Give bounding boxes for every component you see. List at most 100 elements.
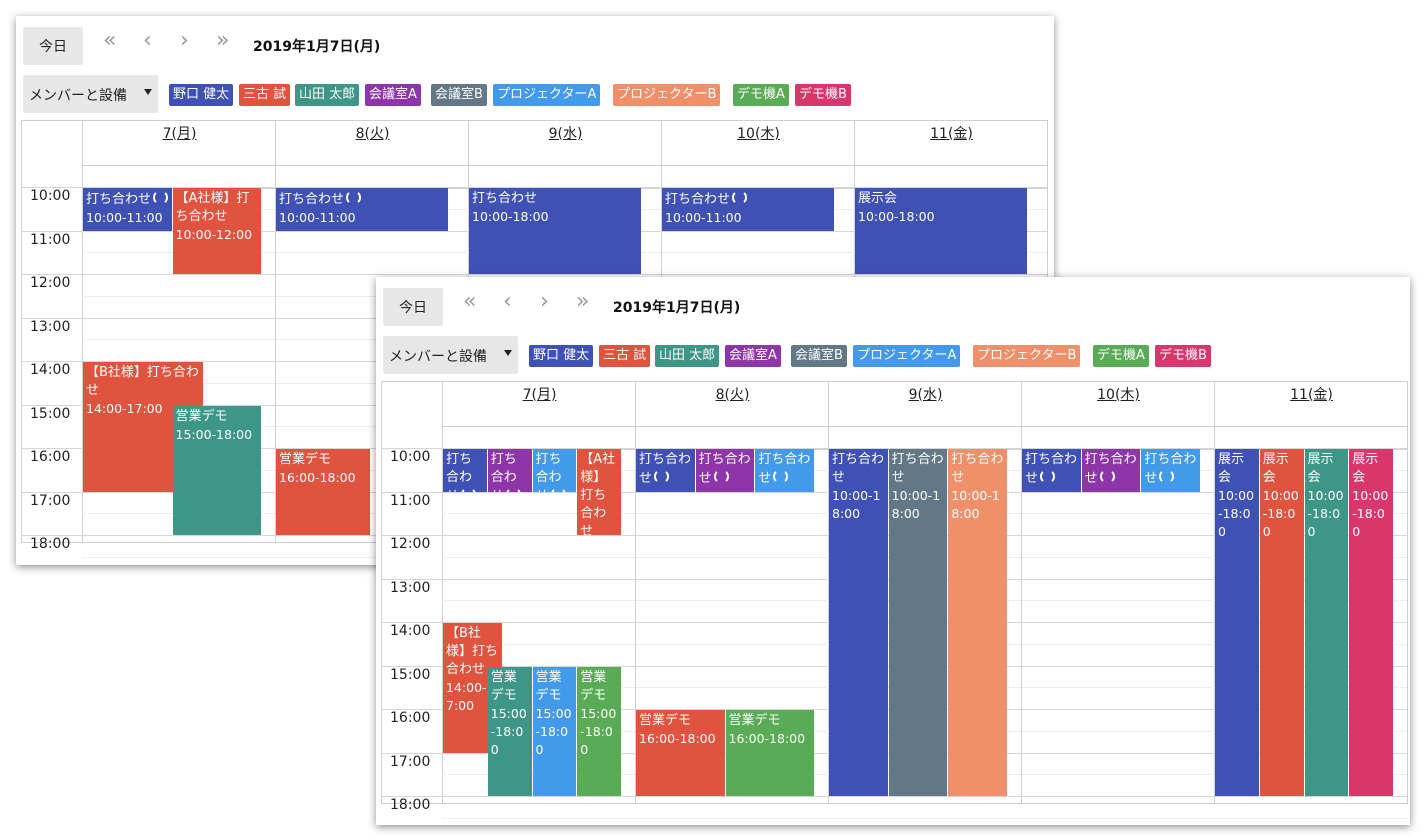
today-button[interactable]: 今日 xyxy=(383,288,443,326)
prev-day-button[interactable]: ‹ xyxy=(143,28,152,53)
event-time: 10:00-11:00 xyxy=(279,210,356,225)
day-header[interactable]: 7(月) xyxy=(82,121,276,165)
resource-chip[interactable]: プロジェクターB xyxy=(973,345,1081,367)
event-title: 打ち合わせ xyxy=(891,452,944,485)
calendar-event[interactable]: 営業デモ 15:00-18:00 xyxy=(487,666,532,796)
calendar-event[interactable]: 打ち合わせ 10:00-11:00 xyxy=(276,188,448,231)
calendar-event[interactable]: 打ち合わせ xyxy=(755,449,814,492)
calendar-event[interactable]: 展示会 10:00-18:00 xyxy=(1349,449,1393,796)
day-header[interactable]: 8(火) xyxy=(275,121,469,165)
resource-chip[interactable]: 野口 健太 xyxy=(529,345,594,367)
hour-line xyxy=(382,448,1407,449)
event-title: 営業デモ xyxy=(639,713,692,728)
calendar-event[interactable]: 営業デモ 15:00-18:00 xyxy=(532,666,577,796)
calendar-event[interactable]: 展示会 10:00-18:00 xyxy=(1304,449,1349,796)
day-column-divider xyxy=(82,121,83,542)
resource-chip[interactable]: デモ機A xyxy=(733,84,789,106)
day-header[interactable]: 10(木) xyxy=(1021,382,1215,426)
resource-chip[interactable]: 山田 太郎 xyxy=(295,84,360,106)
event-title: 【A社様】打ち合わせ xyxy=(580,452,616,535)
calendar-event[interactable]: 打ち合わせ xyxy=(443,449,487,492)
hour-line xyxy=(22,187,1047,188)
prev-week-button[interactable]: « xyxy=(463,289,477,314)
resource-chip[interactable]: 会議室B xyxy=(431,84,487,106)
all-day-row xyxy=(442,426,1407,450)
repeat-icon xyxy=(505,487,521,492)
event-time: 14:00-17:00 xyxy=(446,680,495,713)
resource-filter-value: メンバーと設備 xyxy=(389,349,487,365)
calendar-event[interactable]: 打ち合わせ 10:00-18:00 xyxy=(948,449,1007,796)
resource-chip[interactable]: 会議室B xyxy=(791,345,847,367)
hour-line xyxy=(22,274,1047,275)
calendar-event[interactable]: 展示会 10:00-18:00 xyxy=(1215,449,1259,796)
resource-chip[interactable]: 山田 太郎 xyxy=(655,345,720,367)
resource-chip[interactable]: 会議室A xyxy=(725,345,781,367)
event-title: 打ち合わせ xyxy=(536,451,574,492)
resource-chip[interactable]: プロジェクターA xyxy=(493,84,601,106)
repeat-icon xyxy=(461,487,477,492)
resource-chip[interactable]: プロジェクターA xyxy=(853,345,961,367)
calendar-event[interactable]: 打ち合わせ xyxy=(532,449,577,492)
day-column-divider xyxy=(1021,382,1022,803)
prev-day-button[interactable]: ‹ xyxy=(503,289,512,314)
time-label: 10:00 xyxy=(30,188,71,204)
calendar-event[interactable]: 【A社様】打ち合わせ 10:00-12:00 xyxy=(172,188,261,274)
day-header[interactable]: 11(金) xyxy=(1214,382,1408,426)
calendar-event[interactable]: 【A社様】打ち合わせ xyxy=(577,449,621,535)
event-time: 15:00-18:00 xyxy=(175,426,253,442)
day-header[interactable]: 9(水) xyxy=(468,121,662,165)
resource-chip[interactable]: 野口 健太 xyxy=(169,84,234,106)
next-day-button[interactable]: › xyxy=(540,289,549,314)
resource-chip[interactable]: プロジェクターB xyxy=(613,84,721,106)
event-title: 打ち合わせ xyxy=(1084,452,1137,486)
repeat-icon xyxy=(153,190,169,205)
event-time: 15:00-18:00 xyxy=(490,705,527,757)
calendar-event[interactable]: 打ち合わせ xyxy=(1141,449,1200,492)
next-week-button[interactable]: » xyxy=(216,28,230,53)
calendar-event[interactable]: 営業デモ 16:00-18:00 xyxy=(276,449,371,535)
calendar-event[interactable]: 展示会 10:00-18:00 xyxy=(1259,449,1304,796)
resource-chip[interactable]: 三古 試 xyxy=(599,345,651,367)
resource-chip[interactable]: 三古 試 xyxy=(239,84,291,106)
time-label: 16:00 xyxy=(30,449,71,465)
date-title: 2019年1月7日(月) xyxy=(613,300,741,316)
next-week-button[interactable]: » xyxy=(576,289,590,314)
calendar-event[interactable]: 打ち合わせ 10:00-18:00 xyxy=(888,449,948,796)
next-day-button[interactable]: › xyxy=(180,28,189,53)
prev-week-button[interactable]: « xyxy=(103,28,117,53)
resource-chip[interactable]: 会議室A xyxy=(365,84,421,106)
calendar-event[interactable]: 営業デモ 15:00-18:00 xyxy=(172,405,261,535)
calendar-event[interactable]: 打ち合わせ xyxy=(487,449,532,492)
calendar-event[interactable]: 展示会 10:00-18:00 xyxy=(855,188,1027,274)
time-label: 13:00 xyxy=(390,579,431,596)
repeat-icon xyxy=(346,190,362,205)
calendar-event[interactable]: 打ち合わせ xyxy=(636,449,695,492)
calendar-event[interactable]: 打ち合わせ xyxy=(695,449,755,492)
today-button[interactable]: 今日 xyxy=(23,27,83,65)
calendar-event[interactable]: 打ち合わせ xyxy=(1081,449,1141,492)
calendar-event[interactable]: 営業デモ 16:00-18:00 xyxy=(725,710,814,796)
event-title: 【A社様】打ち合わせ xyxy=(175,191,250,224)
resource-filter-select[interactable]: メンバーと設備 xyxy=(23,75,158,113)
calendar-event[interactable]: 打ち合わせ 10:00-11:00 xyxy=(662,188,834,231)
calendar-event[interactable]: 打ち合わせ 10:00-11:00 xyxy=(83,188,172,231)
resource-chip[interactable]: デモ機A xyxy=(1093,345,1149,367)
resource-chip[interactable]: デモ機B xyxy=(795,84,851,106)
event-title: 営業デモ xyxy=(535,669,562,703)
time-label: 12:00 xyxy=(390,536,431,552)
calendar-event[interactable]: 打ち合わせ 10:00-18:00 xyxy=(469,188,641,274)
resource-filter-select[interactable]: メンバーと設備 xyxy=(383,336,518,374)
day-header[interactable]: 11(金) xyxy=(854,121,1048,165)
day-header[interactable]: 8(火) xyxy=(635,382,829,426)
day-header[interactable]: 10(木) xyxy=(661,121,855,165)
event-title: 打ち合わせ xyxy=(639,452,692,486)
repeat-icon xyxy=(713,469,729,484)
day-header[interactable]: 7(月) xyxy=(442,382,636,426)
chevron-down-icon xyxy=(504,350,512,356)
calendar-event[interactable]: 営業デモ 16:00-18:00 xyxy=(636,710,725,796)
calendar-event[interactable]: 打ち合わせ xyxy=(1022,449,1081,492)
resource-chip[interactable]: デモ機B xyxy=(1155,345,1211,367)
calendar-event[interactable]: 営業デモ 15:00-18:00 xyxy=(577,666,621,796)
day-header[interactable]: 9(水) xyxy=(828,382,1022,426)
calendar-event[interactable]: 打ち合わせ 10:00-18:00 xyxy=(829,449,888,796)
